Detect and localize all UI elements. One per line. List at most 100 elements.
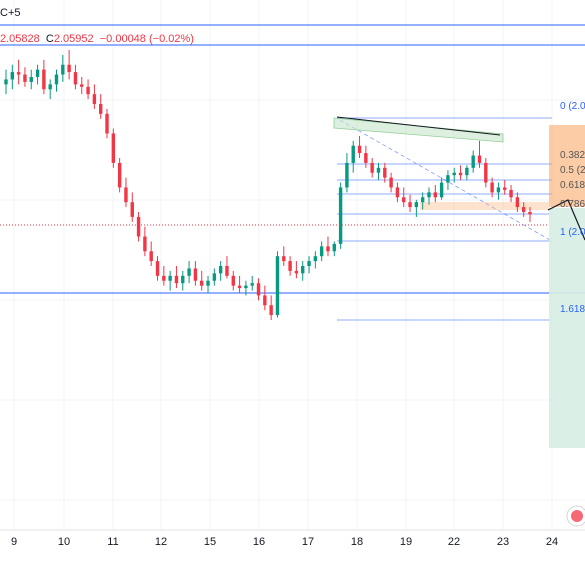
x-tick-label: 16 xyxy=(253,536,265,548)
candle-body xyxy=(29,77,33,82)
candle-body xyxy=(414,202,419,208)
candle-body xyxy=(206,280,210,286)
candle-body xyxy=(143,236,147,252)
candle-body xyxy=(168,275,172,281)
candle-body xyxy=(338,187,343,244)
candle-body xyxy=(105,113,109,134)
x-tick-label: 18 xyxy=(351,536,363,548)
candle-body xyxy=(427,192,431,198)
candle-body xyxy=(212,273,217,281)
candle-body xyxy=(282,256,286,262)
candle-body xyxy=(35,69,40,77)
channel-top-line xyxy=(336,116,501,136)
candle-body xyxy=(294,270,299,274)
candle-body xyxy=(345,162,349,188)
x-tick-label: 23 xyxy=(497,536,509,548)
candle-body xyxy=(370,162,374,173)
candle-body xyxy=(225,266,229,276)
candle-body xyxy=(452,172,456,176)
candle-body xyxy=(395,187,400,198)
candle-body xyxy=(23,74,27,82)
x-axis: 9 10 11 12 15 16 17 18 19 22 23 24 xyxy=(0,529,585,548)
candle-body xyxy=(231,275,235,286)
target-zone xyxy=(549,125,585,207)
candle-body xyxy=(515,197,520,208)
candle-body xyxy=(477,155,482,163)
candle-body xyxy=(326,246,330,252)
candle-body xyxy=(332,243,336,252)
x-tick-label: 19 xyxy=(400,536,412,548)
fib-label-1: 1 (2.0 xyxy=(560,227,585,238)
candle-body xyxy=(193,268,198,281)
fib-label-05: 0.5 (2 xyxy=(560,165,585,176)
candle-body xyxy=(98,104,103,114)
candle-body xyxy=(301,266,305,274)
candle-body xyxy=(187,268,191,276)
candle-body xyxy=(16,72,21,75)
projection-path xyxy=(547,199,585,241)
candle-body xyxy=(439,182,444,198)
candle-body xyxy=(92,94,97,104)
stop-zone xyxy=(549,208,585,448)
candle-body xyxy=(80,84,84,87)
x-tick-label: 12 xyxy=(155,536,167,548)
candle-body xyxy=(42,69,46,90)
candle-body xyxy=(174,275,179,284)
close-label: C xyxy=(45,33,54,45)
x-tick-label: 22 xyxy=(448,536,460,548)
candle-body xyxy=(4,79,8,85)
candle-body xyxy=(275,256,280,316)
candle-body xyxy=(496,187,501,193)
candle-body xyxy=(364,153,368,163)
fib-trend-line xyxy=(339,119,551,241)
candle-body xyxy=(130,202,134,217)
candle-body xyxy=(73,72,78,85)
candle-body xyxy=(376,167,381,173)
channel-highlight[interactable] xyxy=(333,116,504,143)
candle-body xyxy=(351,145,355,163)
candle-body xyxy=(357,145,362,154)
x-tick-label: 17 xyxy=(302,536,314,548)
candle-body xyxy=(48,84,52,90)
projection-line xyxy=(547,199,585,241)
x-tick-label: 9 xyxy=(11,536,17,548)
candle-body xyxy=(490,182,494,193)
candle-body xyxy=(155,261,160,276)
candle-body xyxy=(319,246,324,257)
candle-body xyxy=(269,305,273,316)
candle-body xyxy=(250,283,254,286)
low-value: 2.05828 xyxy=(0,33,40,45)
candle-body xyxy=(484,162,488,183)
candle-body xyxy=(420,197,425,203)
candle-body xyxy=(503,187,507,190)
fib-retracement[interactable] xyxy=(337,117,552,321)
candle-body xyxy=(67,64,71,73)
candle-body xyxy=(521,207,526,212)
candle-body xyxy=(389,177,393,188)
candle-body xyxy=(124,187,128,203)
chart-grid xyxy=(0,0,585,530)
candle-body xyxy=(446,175,450,183)
position-tool[interactable] xyxy=(420,125,585,448)
candles xyxy=(4,50,532,320)
entry-zone-highlight xyxy=(420,202,549,210)
fib-label-0618: 0.618 xyxy=(560,180,585,191)
candle-body xyxy=(237,285,242,289)
candle-body xyxy=(471,155,475,168)
candle-body xyxy=(111,133,116,163)
candle-body xyxy=(86,86,90,95)
candle-body xyxy=(61,64,65,75)
header-top-label: C+5 xyxy=(0,7,21,19)
candle-body xyxy=(10,72,15,80)
close-value: 2.05952 xyxy=(53,33,94,45)
candle-body xyxy=(117,162,122,188)
ohlc-readout: 2.05828 C2.05952 −0.00048 (−0.02%) xyxy=(0,33,194,45)
tradingview-logo[interactable] xyxy=(566,505,585,527)
candle-body xyxy=(54,74,59,85)
candle-body xyxy=(181,275,185,284)
candle-body xyxy=(313,256,318,262)
x-tick-label: 11 xyxy=(107,536,118,548)
x-tick-label: 10 xyxy=(58,536,70,548)
horizontal-lines xyxy=(0,24,585,294)
